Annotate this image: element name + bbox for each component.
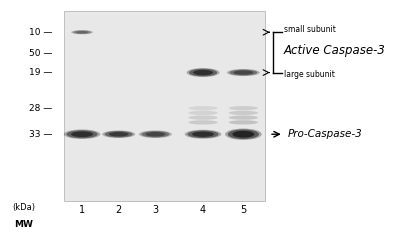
Ellipse shape <box>102 130 135 138</box>
Text: small subunit: small subunit <box>284 25 336 34</box>
Bar <box>64 11 265 201</box>
Text: 2: 2 <box>116 205 122 215</box>
Ellipse shape <box>105 131 133 138</box>
Ellipse shape <box>227 69 260 76</box>
Ellipse shape <box>192 132 214 137</box>
Text: 5: 5 <box>240 205 246 215</box>
Ellipse shape <box>234 70 253 75</box>
Text: 1: 1 <box>79 205 85 215</box>
Ellipse shape <box>188 130 219 138</box>
Ellipse shape <box>185 130 221 139</box>
Text: 4: 4 <box>200 205 206 215</box>
Text: 19 —: 19 — <box>29 68 53 77</box>
Ellipse shape <box>188 111 218 115</box>
Ellipse shape <box>66 130 98 138</box>
Ellipse shape <box>229 120 258 125</box>
Ellipse shape <box>141 131 170 138</box>
Ellipse shape <box>139 130 172 138</box>
Ellipse shape <box>76 31 89 34</box>
Ellipse shape <box>188 106 218 110</box>
Ellipse shape <box>146 132 165 137</box>
Ellipse shape <box>188 120 218 125</box>
Text: 28 —: 28 — <box>30 104 53 113</box>
Ellipse shape <box>229 70 258 76</box>
Text: 50 —: 50 — <box>29 49 53 58</box>
Ellipse shape <box>229 115 258 120</box>
Text: 10 —: 10 — <box>29 28 53 37</box>
Text: (kDa): (kDa) <box>12 203 35 212</box>
Ellipse shape <box>71 131 93 137</box>
Text: 3: 3 <box>152 205 158 215</box>
Text: large subunit: large subunit <box>284 70 334 79</box>
Ellipse shape <box>193 70 213 75</box>
Ellipse shape <box>232 131 254 138</box>
Ellipse shape <box>228 129 259 139</box>
Ellipse shape <box>229 111 258 115</box>
Ellipse shape <box>73 30 92 34</box>
Text: Pro-Caspase-3: Pro-Caspase-3 <box>287 129 362 139</box>
Ellipse shape <box>186 68 220 77</box>
Ellipse shape <box>109 132 129 137</box>
Text: 33 —: 33 — <box>29 130 53 139</box>
Ellipse shape <box>64 130 100 139</box>
Ellipse shape <box>71 30 93 34</box>
Ellipse shape <box>188 115 218 120</box>
Ellipse shape <box>225 129 262 140</box>
Text: MW: MW <box>14 220 33 229</box>
Ellipse shape <box>189 69 217 76</box>
Text: Active Caspase-3: Active Caspase-3 <box>284 43 386 56</box>
Ellipse shape <box>229 106 258 110</box>
